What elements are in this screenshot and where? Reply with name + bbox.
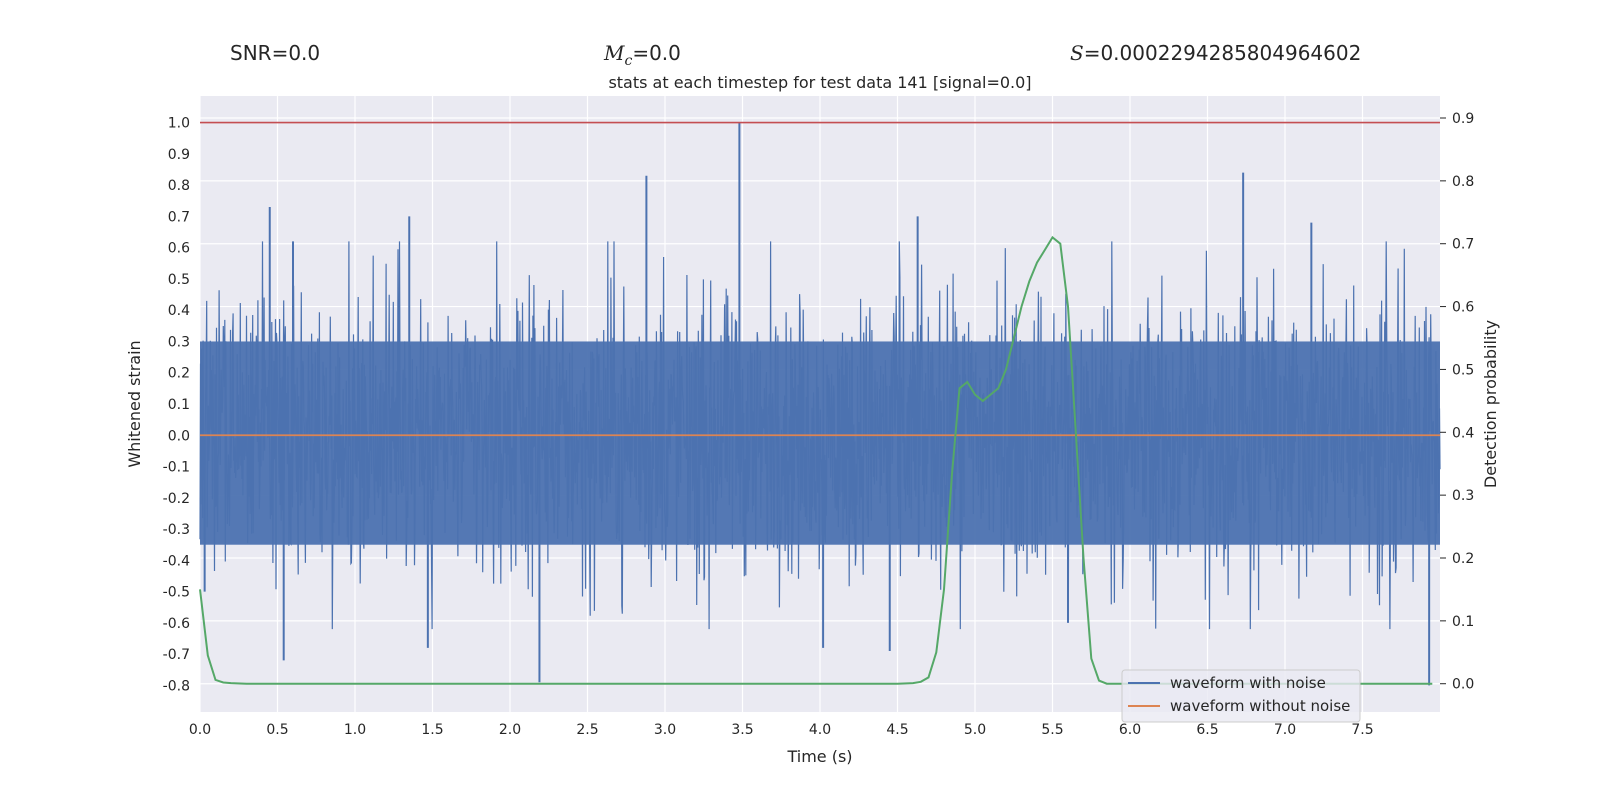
y-tick-label: 0.5 bbox=[168, 272, 190, 288]
s-symbol: S bbox=[1070, 41, 1084, 65]
x-tick-label: 0.0 bbox=[189, 722, 211, 738]
mc-subscript: c bbox=[624, 53, 633, 69]
y-tick-label: 0.0 bbox=[168, 428, 190, 444]
x-tick-label: 6.5 bbox=[1196, 722, 1218, 738]
chart-title: stats at each timestep for test data 141… bbox=[608, 73, 1031, 92]
y-right-tick-label: 0.7 bbox=[1452, 237, 1474, 253]
y-tick-label: -0.4 bbox=[163, 553, 190, 569]
legend-box bbox=[1121, 669, 1361, 723]
mc-symbol: M bbox=[604, 41, 625, 65]
snr-label: SNR bbox=[230, 41, 272, 65]
x-tick-label: 3.5 bbox=[731, 722, 753, 738]
y-right-tick-label: 0.3 bbox=[1452, 488, 1474, 504]
x-tick-label: 1.0 bbox=[344, 722, 366, 738]
x-tick-label: 2.0 bbox=[499, 722, 521, 738]
y-tick-label: 0.8 bbox=[168, 178, 190, 194]
legend: waveform with noise waveform without noi… bbox=[1121, 669, 1361, 723]
y-tick-label: -0.5 bbox=[163, 585, 190, 601]
y-right-tick-label: 0.1 bbox=[1452, 614, 1474, 630]
s-annotation: S=0.0002294285804964602 bbox=[1070, 41, 1361, 65]
y-right-axis-ticks: 0.9 0.8 0.7 0.6 0.5 0.4 0.3 0.2 0.1 0.0 bbox=[1440, 111, 1474, 693]
y-tick-label: 0.4 bbox=[168, 303, 190, 319]
y-tick-label: 1.0 bbox=[168, 116, 190, 132]
series-detection-probability bbox=[199, 235, 1433, 685]
x-tick-label: 2.5 bbox=[576, 722, 598, 738]
chart-marks bbox=[199, 121, 1440, 685]
y-tick-label: 0.7 bbox=[168, 209, 190, 225]
noise-envelope bbox=[200, 341, 1440, 545]
y-tick-label: 0.2 bbox=[168, 366, 190, 382]
x-tick-label: 0.5 bbox=[266, 722, 288, 738]
y-tick-label: -0.2 bbox=[163, 491, 190, 507]
snr-annotation: SNR=0.0 bbox=[230, 41, 320, 65]
legend-label-without-noise: waveform without noise bbox=[1170, 697, 1350, 715]
y-tick-label: 0.9 bbox=[168, 147, 190, 163]
x-tick-label: 5.0 bbox=[964, 722, 986, 738]
x-tick-label: 6.0 bbox=[1119, 722, 1141, 738]
x-tick-label: 7.5 bbox=[1351, 722, 1373, 738]
s-value: =0.0002294285804964602 bbox=[1083, 41, 1362, 65]
series-waveform-with-noise bbox=[199, 122, 1441, 686]
y-right-tick-label: 0.6 bbox=[1452, 300, 1474, 316]
x-tick-label: 4.5 bbox=[886, 722, 908, 738]
y-right-tick-label: 0.2 bbox=[1452, 551, 1474, 567]
chirp-mass-annotation: Mc=0.0 bbox=[604, 41, 681, 69]
y-tick-label: -0.3 bbox=[163, 522, 190, 538]
y-right-tick-label: 0.8 bbox=[1452, 174, 1474, 190]
y-axis-label: Whitened strain bbox=[125, 340, 144, 467]
y-tick-label: 0.1 bbox=[168, 397, 190, 413]
y-tick-label: 0.3 bbox=[168, 334, 190, 350]
y-right-tick-label: 0.4 bbox=[1452, 425, 1474, 441]
y-tick-label: 0.6 bbox=[168, 241, 190, 257]
y-tick-label: -0.8 bbox=[163, 678, 190, 694]
y-tick-label: -0.6 bbox=[163, 616, 190, 632]
y-right-tick-label: 0.5 bbox=[1452, 362, 1474, 378]
x-tick-label: 4.0 bbox=[809, 722, 831, 738]
y-right-tick-label: 0.0 bbox=[1452, 677, 1474, 693]
y-right-tick-label: 0.9 bbox=[1452, 111, 1474, 127]
snr-value: =0.0 bbox=[271, 41, 321, 65]
y-tick-label: -0.1 bbox=[163, 460, 190, 476]
y-axis-ticks: 1.0 0.9 0.8 0.7 0.6 0.5 0.4 0.3 0.2 0.1 0.0 -0.1 -0.… bbox=[163, 116, 190, 695]
y-tick-label: -0.7 bbox=[163, 647, 190, 663]
x-tick-label: 3.0 bbox=[654, 722, 676, 738]
x-axis-ticks: 0.0 0.5 1.0 1.5 2.0 2.5 3.0 3.5 4.0 4.5 5.0 5.5 6.0 6… bbox=[189, 722, 1374, 738]
x-axis-label: Time (s) bbox=[786, 747, 852, 766]
legend-label-with-noise: waveform with noise bbox=[1170, 674, 1326, 692]
y-right-axis-label: Detection probability bbox=[1481, 320, 1500, 488]
x-tick-label: 1.5 bbox=[421, 722, 443, 738]
x-tick-label: 7.0 bbox=[1274, 722, 1296, 738]
mc-value: =0.0 bbox=[632, 41, 681, 65]
x-tick-label: 5.5 bbox=[1041, 722, 1063, 738]
